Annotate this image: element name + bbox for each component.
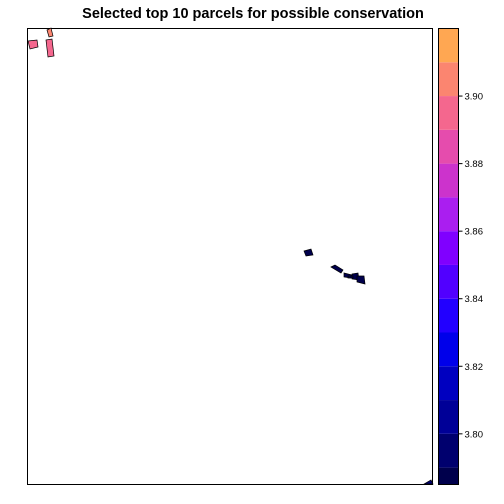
parcel-10 <box>422 479 434 485</box>
colorbar-band <box>438 366 459 401</box>
colorbar-frame <box>438 28 459 485</box>
parcel-5 <box>330 264 344 274</box>
chart-title: Selected top 10 parcels for possible con… <box>82 6 424 22</box>
colorbar-band <box>438 298 459 333</box>
colorbar-band <box>438 264 459 299</box>
parcel-8 <box>356 275 366 285</box>
parcels-layer <box>27 27 434 485</box>
parcel-2 <box>46 27 54 38</box>
map-panel <box>27 28 433 485</box>
colorbar-tick-label: 3.86 <box>465 227 484 238</box>
colorbar-band <box>438 332 459 367</box>
colorbar-band <box>438 400 459 434</box>
colorbar-tick-label: 3.90 <box>465 92 484 103</box>
colorbar-band <box>438 433 459 468</box>
colorbar-tick-label: 3.84 <box>465 294 484 305</box>
colorbar-band <box>438 467 459 485</box>
colorbar-tick-label: 3.88 <box>465 159 484 170</box>
colorbar-band <box>438 197 459 232</box>
colorbar-tick-label: 3.82 <box>465 362 484 373</box>
parcel-3 <box>45 38 55 58</box>
colorbar-band <box>438 231 459 265</box>
colorbar-tick-label: 3.80 <box>465 429 484 440</box>
colorbar-band <box>438 28 459 63</box>
colorbar-band <box>438 96 459 130</box>
colorbar-ticks: 3.80 3.82 3.84 3.86 3.88 3.90 <box>458 92 484 440</box>
colorbar-band <box>438 163 459 198</box>
parcel-1 <box>27 39 39 50</box>
colorbar-band <box>438 129 459 164</box>
parcel-4 <box>303 248 314 257</box>
colorbar <box>438 28 459 485</box>
colorbar-band <box>438 62 459 97</box>
parcel-9 <box>347 275 354 279</box>
